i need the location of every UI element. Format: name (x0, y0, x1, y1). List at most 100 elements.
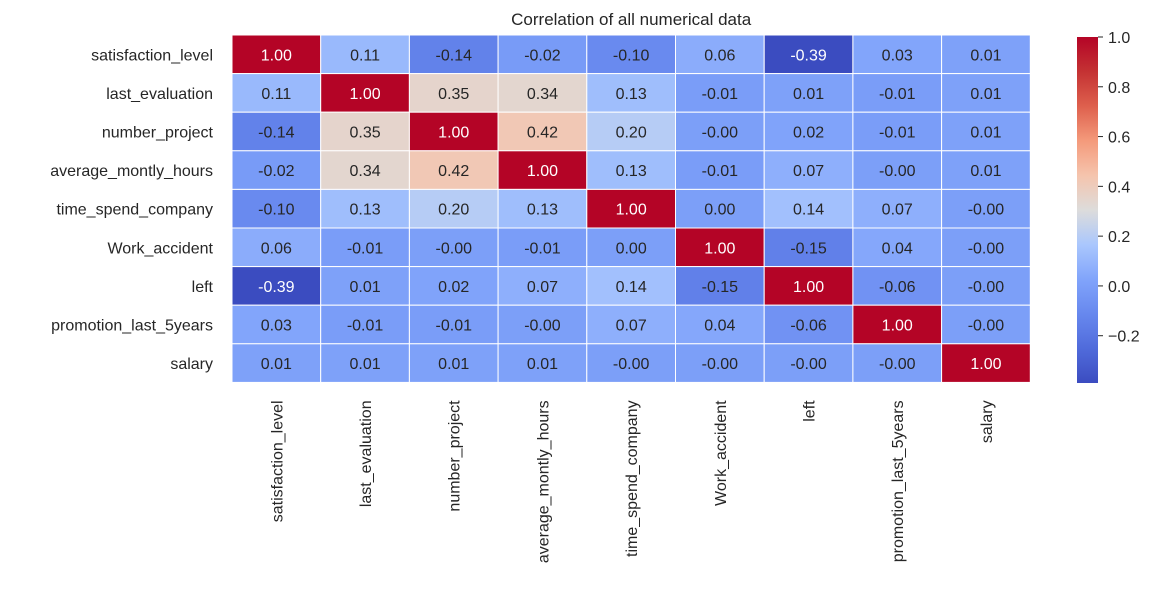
heatmap-cell (320, 150, 410, 190)
row-labels: satisfaction_level last_evaluation number_… (50, 47, 213, 373)
column-label: last_evaluation (358, 400, 375, 507)
heatmap-cell (586, 73, 676, 113)
heatmap-cell (763, 188, 854, 229)
cell-annotation: 0.01 (970, 86, 1001, 103)
cell-annotation: -0.00 (879, 163, 916, 180)
heatmap-cell (231, 73, 322, 113)
cell-annotation: 1.00 (616, 202, 647, 219)
heatmap-cell (320, 34, 410, 75)
column-label: satisfaction_level (269, 400, 286, 522)
cell-annotation: -0.01 (524, 240, 561, 257)
colorbar: −0.2 0.0 0.2 0.4 0.6 0.8 1.0 (1077, 30, 1140, 383)
cell-annotation: 0.20 (438, 202, 469, 219)
row-label: average_montly_hours (50, 163, 213, 180)
heatmap-cell (231, 34, 322, 75)
cell-annotation: 1.00 (261, 47, 292, 64)
cell-annotation: -0.01 (347, 240, 384, 257)
cell-annotation: -0.14 (258, 125, 295, 142)
colorbar-tick-label: 0.0 (1108, 279, 1130, 296)
heatmap-cell (586, 266, 676, 306)
heatmap-cell (231, 111, 322, 152)
heatmap-cell (408, 111, 499, 152)
cell-annotation: 0.01 (970, 163, 1001, 180)
heatmap-cell (231, 188, 322, 229)
heatmap-cell (763, 111, 854, 152)
cell-annotation: -0.14 (436, 47, 473, 64)
cell-annotation: 0.34 (349, 163, 380, 180)
heatmap-cell (675, 304, 765, 345)
heatmap-cell (497, 343, 588, 383)
cell-annotation: -0.00 (436, 240, 473, 257)
cell-annotation: -0.39 (258, 279, 295, 296)
cell-annotation: 0.07 (527, 279, 558, 296)
heatmap-cell (408, 304, 499, 345)
chart-title: Correlation of all numerical data (511, 10, 752, 29)
colorbar-gradient (1077, 37, 1098, 383)
cell-annotation: -0.00 (968, 318, 1005, 335)
heatmap-cell (675, 343, 765, 383)
cell-annotation: -0.01 (436, 318, 473, 335)
heatmap-cell (763, 73, 854, 113)
heatmap-cell (852, 34, 943, 75)
heatmap-cell (408, 188, 499, 229)
cell-annotation: 0.00 (616, 240, 647, 257)
cell-annotation: 1.00 (438, 125, 469, 142)
cell-annotation: -0.00 (968, 240, 1005, 257)
cell-annotation: 0.02 (438, 279, 469, 296)
cell-annotation: -0.01 (702, 163, 739, 180)
cell-annotation: 0.07 (793, 163, 824, 180)
column-label: number_project (447, 400, 464, 512)
heatmap-cell (497, 188, 588, 229)
cell-annotation: -0.00 (702, 125, 739, 142)
cell-annotation: 0.01 (527, 356, 558, 373)
row-label: promotion_last_5years (51, 318, 213, 335)
cell-annotation: 0.34 (527, 86, 558, 103)
heatmap-cell (852, 227, 943, 268)
heatmap-cell (586, 343, 676, 383)
colorbar-tick-label: 0.4 (1108, 179, 1130, 196)
cell-annotation: -0.39 (790, 47, 827, 64)
heatmap-cell (408, 73, 499, 113)
cell-annotation: 0.35 (438, 86, 469, 103)
cell-annotation: 0.20 (616, 125, 647, 142)
heatmap-cell (941, 227, 1031, 268)
heatmap-cell (941, 188, 1031, 229)
colorbar-tick-label: 0.6 (1108, 130, 1130, 147)
heatmap-cell (852, 73, 943, 113)
heatmap-cell (941, 150, 1031, 190)
colorbar-tick-label: 1.0 (1108, 30, 1130, 47)
column-label: promotion_last_5years (890, 400, 907, 562)
cell-annotation: 0.01 (970, 47, 1001, 64)
cell-annotation: -0.00 (702, 356, 739, 373)
cell-annotation: 0.13 (616, 86, 647, 103)
cell-annotation: -0.15 (702, 279, 739, 296)
cell-annotation: -0.06 (879, 279, 916, 296)
cell-annotation: 0.14 (793, 202, 824, 219)
cell-annotation: -0.01 (879, 86, 916, 103)
heatmap-cell (231, 227, 322, 268)
heatmap-cell (675, 227, 765, 268)
row-label: Work_accident (107, 240, 213, 257)
row-label: time_spend_company (56, 202, 213, 219)
cell-annotation: 0.14 (616, 279, 647, 296)
cell-annotation: 0.07 (882, 202, 913, 219)
colorbar-tick-label: −0.2 (1108, 329, 1140, 346)
cell-annotation: 0.11 (350, 47, 380, 64)
heatmap-cell (231, 304, 322, 345)
heatmap-cells (231, 34, 1031, 383)
cell-annotation: 1.00 (882, 318, 913, 335)
heatmap-cell (320, 266, 410, 306)
row-label: satisfaction_level (91, 47, 213, 64)
heatmap-cell (320, 111, 410, 152)
cell-annotation: 0.13 (349, 202, 380, 219)
heatmap-cell (408, 34, 499, 75)
cell-annotation: -0.10 (613, 47, 650, 64)
heatmap-cell (497, 111, 588, 152)
cell-annotation: 0.06 (261, 240, 292, 257)
heatmap-cell (231, 343, 322, 383)
cell-annotation: 0.01 (793, 86, 824, 103)
cell-annotation: 0.13 (527, 202, 558, 219)
heatmap-cell (763, 343, 854, 383)
colorbar-tick-label: 0.2 (1108, 229, 1130, 246)
cell-annotation: 0.42 (527, 125, 558, 142)
